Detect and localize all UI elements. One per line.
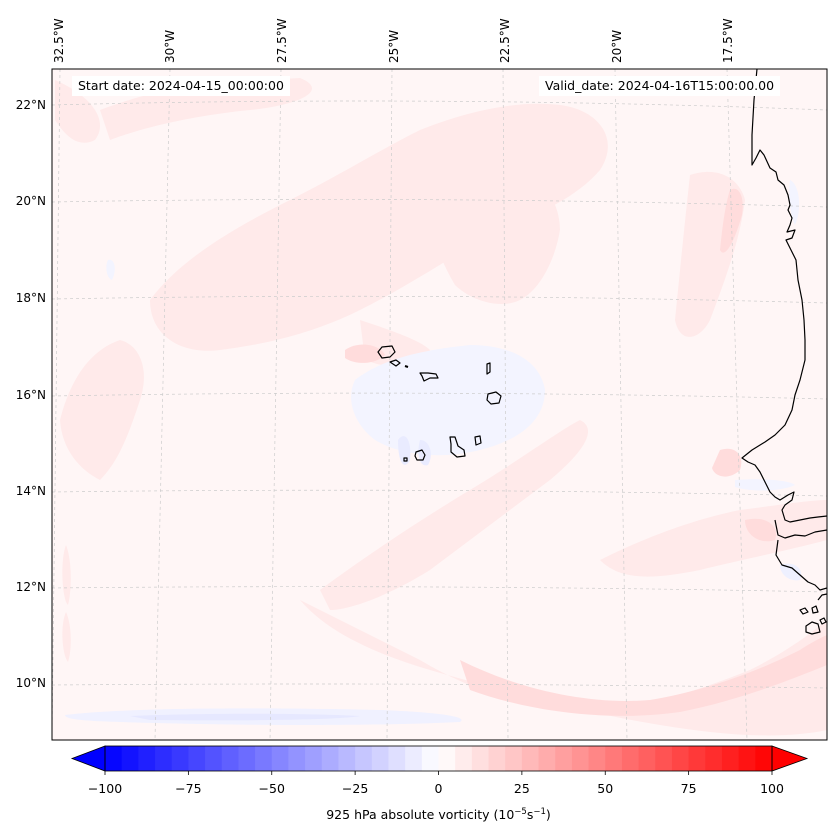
lat-tick-label: 16°N — [15, 388, 46, 402]
meridian-25W — [386, 69, 393, 740]
lat-tick-label: 10°N — [15, 676, 46, 690]
vorticity-contour-negative — [418, 440, 431, 466]
island-sao-nicolau — [419, 372, 439, 382]
parallel-22N — [52, 100, 827, 111]
meridian-27.5W — [269, 69, 282, 740]
start-date-label: Start date: 2024-04-15_00:00:00 — [72, 76, 290, 96]
vorticity-contour-negative — [780, 563, 802, 581]
parallel-18N — [52, 295, 827, 304]
meridian-20W — [614, 69, 628, 740]
meridian-17.5W — [726, 69, 748, 740]
island-sal — [486, 362, 491, 375]
colorbar-tick-label: −25 — [341, 781, 369, 796]
colorbar-label-exp2: −1 — [533, 807, 546, 817]
vorticity-contour-negative — [106, 259, 115, 280]
vorticity-contour-negative — [735, 479, 795, 491]
vorticity-contour-positive — [62, 612, 71, 662]
colorbar-tick-label: −75 — [175, 781, 202, 796]
gridlines — [52, 69, 827, 740]
meridian-30W — [154, 69, 171, 740]
vorticity-contour-positive — [320, 420, 589, 610]
meridian-32.5W — [52, 69, 61, 740]
meridian-22.5W — [502, 69, 509, 740]
vorticity-contour-negative — [789, 180, 800, 225]
colorbar-tick-label: 75 — [680, 781, 697, 796]
vorticity-contour-positive — [60, 340, 144, 480]
colorbar-tick-label: 100 — [760, 781, 784, 796]
valid-date-label: Valid_date: 2024-04-16T15:00:00.00 — [539, 76, 781, 96]
vorticity-contour-positive — [745, 518, 776, 542]
vorticity-contour-positive — [600, 500, 827, 577]
map-frame — [51, 68, 828, 741]
coast-guinea-bissau — [775, 539, 827, 591]
island-sao-vicente — [389, 359, 401, 367]
coast-bijagos — [799, 605, 819, 615]
lat-tick-label: 18°N — [15, 291, 46, 305]
vorticity-contour-positive — [712, 448, 742, 477]
colorbar-tick-label: 50 — [597, 781, 614, 796]
colorbar-tick-label: 0 — [434, 781, 443, 796]
vorticity-contour-positive — [400, 150, 560, 305]
colorbar-tick-label: −50 — [258, 781, 285, 796]
vorticity-contour-positive — [460, 635, 827, 716]
colorbar-label: 925 hPa absolute vorticity (10−5s−1) — [0, 807, 837, 822]
island-boa-vista — [486, 391, 502, 405]
coast-bijagos-south — [805, 617, 827, 635]
island-santo-antao — [377, 345, 396, 359]
parallel-12N — [52, 586, 827, 593]
vorticity-contour-positive — [62, 545, 71, 605]
island-santa-luzia — [404, 365, 409, 368]
colorbar-label-exp1: −5 — [514, 807, 527, 817]
colorbar-tick-label: 25 — [513, 781, 530, 796]
coast-gambia-casamance — [774, 519, 827, 539]
colorbar-tick-label: −100 — [87, 781, 123, 796]
vorticity-contour-negative — [351, 345, 545, 456]
island-fogo — [414, 449, 426, 461]
lat-tick-label: 14°N — [15, 484, 46, 498]
island-santiago — [449, 436, 466, 458]
parallel-14N — [52, 489, 827, 497]
vorticity-contour-positive — [55, 80, 101, 143]
island-maio — [474, 435, 482, 446]
colorbar-label-suffix: ) — [545, 807, 551, 823]
vorticity-field — [55, 78, 827, 736]
vorticity-contour-negative — [130, 713, 360, 721]
island-brava — [403, 457, 408, 462]
coast-guinea — [817, 593, 827, 601]
lat-tick-label: 22°N — [15, 98, 46, 112]
colorbar-label-mid: s — [526, 807, 534, 823]
coast-west-africa — [741, 69, 827, 523]
vorticity-contour-positive — [345, 344, 385, 363]
parallel-20N — [52, 199, 827, 208]
colorbar-label-prefix: 925 hPa absolute vorticity (10 — [326, 807, 515, 823]
coastlines — [377, 69, 827, 635]
parallel-10N — [52, 683, 827, 689]
lat-tick-label: 20°N — [15, 194, 46, 208]
lat-tick-label: 12°N — [15, 580, 46, 594]
